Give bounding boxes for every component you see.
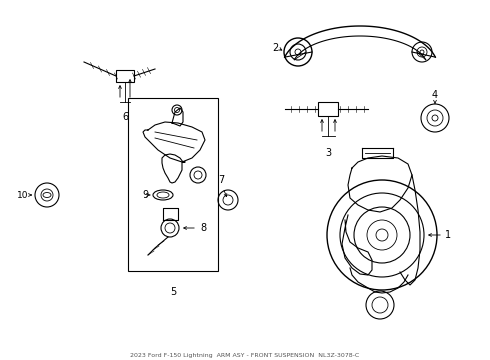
Text: 2: 2 <box>272 43 278 53</box>
Text: 6: 6 <box>122 112 128 122</box>
Text: 5: 5 <box>170 287 176 297</box>
Bar <box>318 102 338 116</box>
Text: 8: 8 <box>200 223 206 233</box>
Text: 10: 10 <box>17 190 28 199</box>
Text: 9: 9 <box>142 190 148 200</box>
Text: 7: 7 <box>218 175 224 185</box>
Text: 1: 1 <box>445 230 451 240</box>
Text: 2023 Ford F-150 Lightning  ARM ASY - FRONT SUSPENSION  NL3Z-3078-C: 2023 Ford F-150 Lightning ARM ASY - FRON… <box>130 353 360 358</box>
Text: 3: 3 <box>325 148 331 158</box>
Bar <box>116 70 134 82</box>
Text: 4: 4 <box>432 90 438 100</box>
Bar <box>128 98 218 271</box>
